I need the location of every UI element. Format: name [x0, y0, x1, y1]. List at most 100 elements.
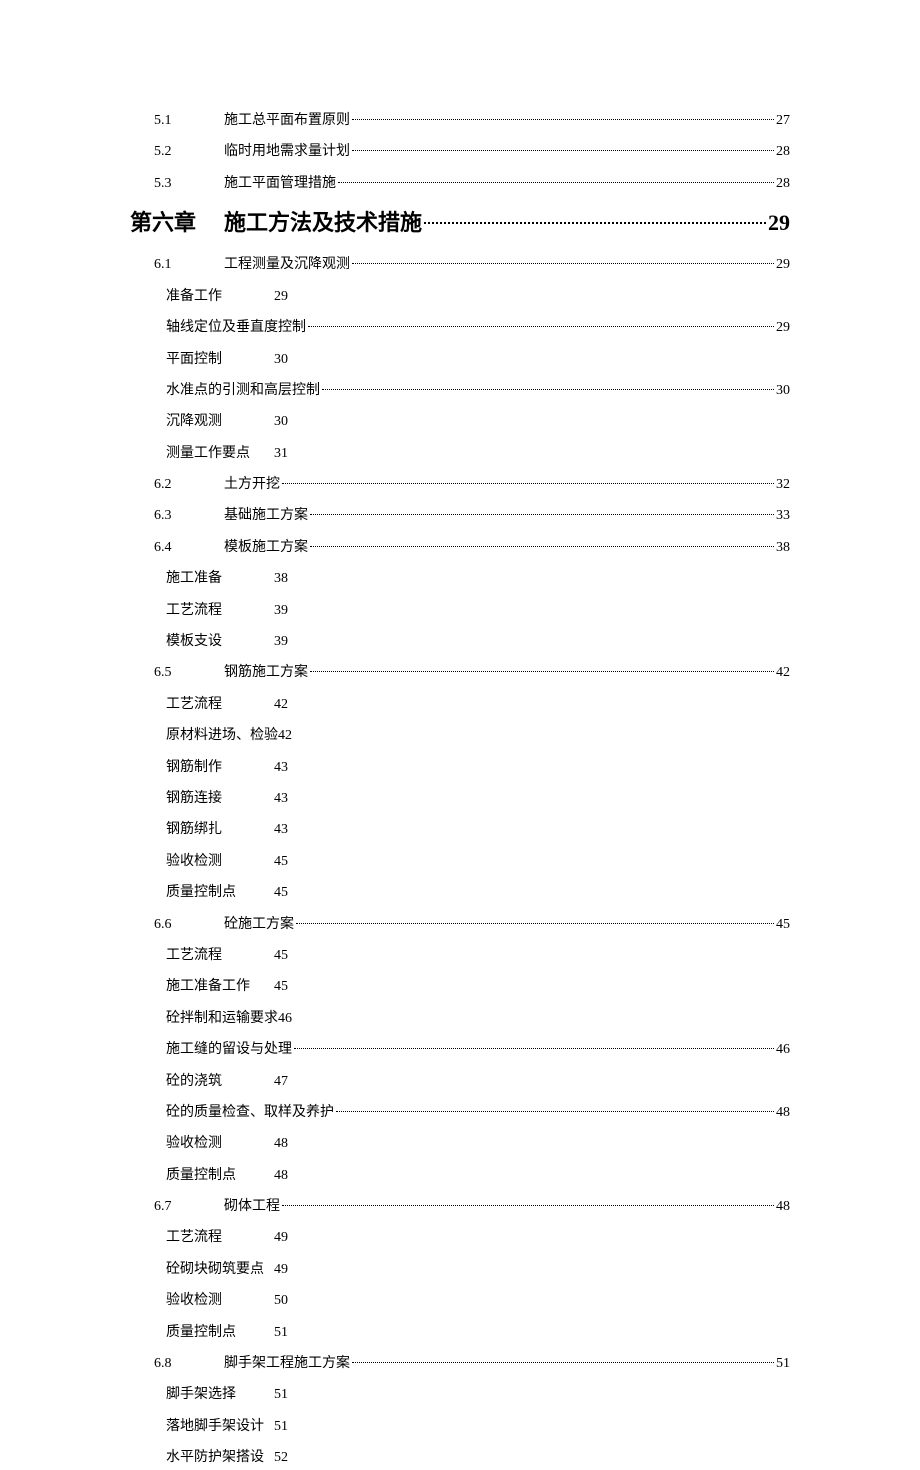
toc-subrow: 施工准备38 [166, 568, 790, 590]
toc-sub-page: 31 [274, 443, 288, 465]
toc-sub-label: 水准点的引测和高层控制 [166, 380, 320, 402]
toc-subrow: 落地脚手架设计51 [166, 1416, 790, 1438]
toc-row: 5.2 临时用地需求量计划 28 [154, 141, 790, 163]
toc-subrow: 质量控制点51 [166, 1322, 790, 1344]
toc-sub-label: 测量工作要点 [166, 443, 274, 465]
toc-title: 临时用地需求量计划 [224, 141, 350, 163]
dot-leader [336, 1111, 774, 1112]
toc-subrow: 砼拌制和运输要求46 [166, 1008, 790, 1030]
toc-sub-label: 准备工作 [166, 286, 274, 308]
toc-num: 6.5 [154, 662, 224, 684]
toc-sub-label: 工艺流程 [166, 694, 274, 716]
toc-subrow: 验收检测50 [166, 1290, 790, 1312]
toc-row: 5.3 施工平面管理措施 28 [154, 173, 790, 195]
toc-page: 45 [776, 914, 790, 936]
toc-subrow: 平面控制30 [166, 349, 790, 371]
dot-leader [308, 326, 774, 327]
toc-subrow: 轴线定位及垂直度控制 29 [166, 317, 790, 339]
toc-sub-page: 45 [274, 851, 288, 873]
toc-title: 砼施工方案 [224, 914, 294, 936]
toc-num: 6.3 [154, 505, 224, 527]
toc-subrow: 砼砌块砌筑要点49 [166, 1259, 790, 1281]
toc-sub-page: 42 [274, 694, 288, 716]
toc-subrow: 工艺流程39 [166, 600, 790, 622]
toc-sub-label: 质量控制点 [166, 1165, 274, 1187]
toc-subrow: 砼的浇筑47 [166, 1071, 790, 1093]
toc-title: 砌体工程 [224, 1196, 280, 1218]
toc-subrow: 脚手架选择51 [166, 1384, 790, 1406]
toc-subrow: 工艺流程42 [166, 694, 790, 716]
toc-sub-page: 47 [274, 1071, 288, 1093]
toc-row: 6.3 基础施工方案 33 [154, 505, 790, 527]
toc-sub-page: 49 [274, 1259, 288, 1281]
toc-title: 工程测量及沉降观测 [224, 254, 350, 276]
toc-sub-page: 42 [278, 725, 292, 747]
toc-sub-label: 验收检测 [166, 851, 274, 873]
toc-sub-page: 46 [776, 1039, 790, 1061]
toc-sub-page: 39 [274, 600, 288, 622]
toc-num: 6.7 [154, 1196, 224, 1218]
dot-leader [282, 1205, 774, 1206]
toc-subrow: 质量控制点45 [166, 882, 790, 904]
toc-sub-page: 43 [274, 788, 288, 810]
toc-sub-label: 原材料进场、检验 [166, 725, 278, 747]
toc-num: 5.3 [154, 173, 224, 195]
toc-row: 6.6 砼施工方案 45 [154, 914, 790, 936]
toc-row: 5.1 施工总平面布置原则 27 [154, 110, 790, 132]
toc-row: 6.7 砌体工程 48 [154, 1196, 790, 1218]
toc-sub-label: 砼的质量检查、取样及养护 [166, 1102, 334, 1124]
toc-page: 38 [776, 537, 790, 559]
toc-num: 6.2 [154, 474, 224, 496]
toc-subrow: 钢筋连接43 [166, 788, 790, 810]
dot-leader [310, 671, 774, 672]
toc-subrow: 钢筋绑扎43 [166, 819, 790, 841]
toc-title: 模板施工方案 [224, 537, 308, 559]
toc-page: 28 [776, 173, 790, 195]
toc-sub-label: 平面控制 [166, 349, 274, 371]
toc-page: 48 [776, 1196, 790, 1218]
dot-leader [282, 483, 774, 484]
toc-sub-page: 51 [274, 1416, 288, 1438]
toc-subrow: 验收检测48 [166, 1133, 790, 1155]
toc-page: 33 [776, 505, 790, 527]
toc-num: 6.4 [154, 537, 224, 559]
dot-leader [424, 222, 766, 224]
toc-title: 脚手架工程施工方案 [224, 1353, 350, 1375]
dot-leader [322, 389, 774, 390]
chapter-label: 第六章 [130, 205, 196, 240]
toc-subrow: 施工缝的留设与处理46 [166, 1039, 790, 1061]
toc-sub-page: 50 [274, 1290, 288, 1312]
toc-row: 6.8 脚手架工程施工方案 51 [154, 1353, 790, 1375]
toc-sub-page: 48 [274, 1165, 288, 1187]
toc-row: 6.5 钢筋施工方案 42 [154, 662, 790, 684]
toc-page: 27 [776, 110, 790, 132]
toc-subrow: 测量工作要点31 [166, 443, 790, 465]
toc-sub-label: 钢筋绑扎 [166, 819, 274, 841]
toc-sub-label: 轴线定位及垂直度控制 [166, 317, 306, 339]
toc-subrow: 施工准备工作45 [166, 976, 790, 998]
toc-sub-label: 砼的浇筑 [166, 1071, 274, 1093]
toc-sub-page: 45 [274, 882, 288, 904]
toc-subrow: 砼的质量检查、取样及养护48 [166, 1102, 790, 1124]
chapter-page: 29 [768, 205, 790, 240]
toc-row: 6.1 工程测量及沉降观测 29 [154, 254, 790, 276]
toc-subrow: 水平防护架搭设52 [166, 1447, 790, 1469]
dot-leader [294, 1048, 774, 1049]
toc-sub-label: 钢筋制作 [166, 757, 274, 779]
toc-sub-label: 验收检测 [166, 1290, 274, 1312]
dot-leader [352, 1362, 774, 1363]
toc-sub-page: 51 [274, 1322, 288, 1344]
toc-sub-page: 52 [274, 1447, 288, 1469]
toc-subrow: 准备工作29 [166, 286, 790, 308]
toc-sub-page: 46 [278, 1008, 292, 1030]
toc-sub-label: 施工准备工作 [166, 976, 274, 998]
toc-subrow: 质量控制点48 [166, 1165, 790, 1187]
toc-sub-page: 49 [274, 1227, 288, 1249]
toc-row: 6.2 土方开挖 32 [154, 474, 790, 496]
chapter-title: 施工方法及技术措施 [224, 205, 422, 240]
toc-num: 5.2 [154, 141, 224, 163]
toc-page: 51 [776, 1353, 790, 1375]
toc-sub-page: 29 [776, 317, 790, 339]
toc-page: 29 [776, 254, 790, 276]
toc-sub-label: 工艺流程 [166, 600, 274, 622]
